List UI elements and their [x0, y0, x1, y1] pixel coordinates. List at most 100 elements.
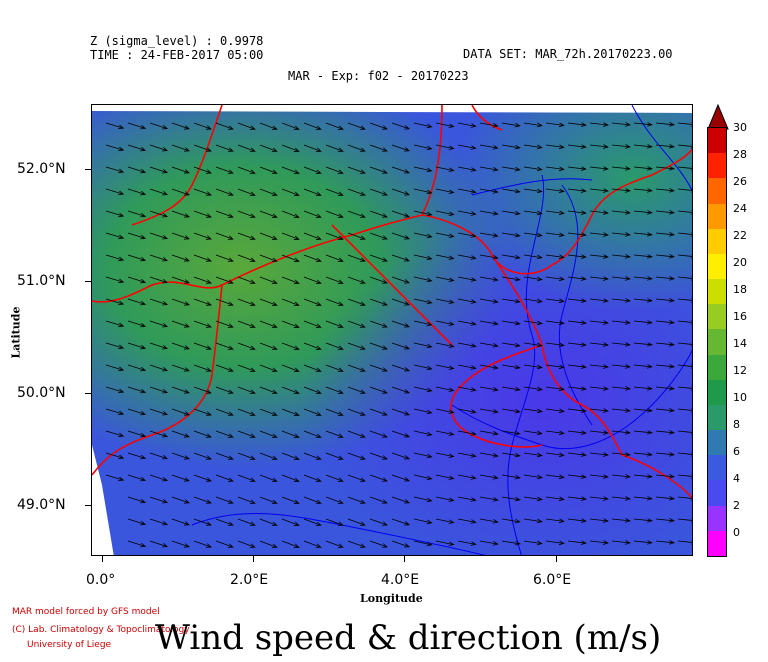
wind-arrow [237, 496, 256, 504]
wind-arrow [523, 254, 543, 260]
wind-arrow [259, 386, 278, 394]
credit-lab: (C) Lab. Climatology & Topoclimatology [12, 625, 190, 635]
wind-arrow [589, 122, 609, 127]
wind-arrow [677, 474, 692, 479]
wind-arrow [457, 276, 477, 282]
wind-arrow [215, 342, 234, 350]
wind-arrow [479, 430, 499, 436]
y-tick-mark [85, 281, 91, 282]
wind-arrow [391, 166, 411, 174]
wind-arrow [369, 188, 388, 196]
colorbar-label: 18 [733, 283, 747, 296]
wind-arrow [567, 540, 587, 545]
wind-arrow [391, 496, 411, 504]
wind-arrow [545, 144, 565, 150]
wind-arrow [237, 298, 256, 306]
wind-arrow [457, 232, 477, 238]
wind-arrow [611, 540, 631, 545]
wind-arrow [501, 474, 521, 480]
wind-arrow [523, 364, 543, 370]
wind-arrow [347, 320, 366, 328]
wind-arrow [303, 518, 322, 526]
colorbar-label: 30 [733, 121, 747, 134]
wind-arrow [215, 496, 234, 504]
wind-arrow [589, 166, 609, 171]
wind-arrow [369, 342, 388, 350]
wind-arrow [479, 496, 499, 502]
wind-arrow [545, 496, 565, 502]
wind-arrow [677, 254, 692, 259]
wind-arrow [479, 408, 499, 414]
wind-arrow [215, 144, 234, 152]
wind-arrow [611, 320, 631, 325]
wind-arrow [567, 430, 587, 435]
colorbar-label: 28 [733, 148, 747, 161]
wind-arrow [303, 474, 322, 482]
wind-arrow [215, 386, 234, 394]
wind-arrow [479, 254, 499, 260]
wind-arrow [589, 474, 609, 479]
wind-arrow [193, 540, 212, 548]
wind-arrow [369, 452, 388, 460]
wind-arrow [435, 540, 455, 546]
colorbar-label: 6 [733, 445, 740, 458]
wind-arrow [457, 408, 477, 414]
wind-arrow [193, 188, 212, 196]
wind-arrow [655, 188, 675, 193]
wind-arrow [677, 166, 692, 171]
colorbar-label: 2 [733, 499, 740, 512]
wind-arrow [479, 166, 499, 172]
wind-arrow [237, 144, 256, 152]
wind-arrow [193, 276, 212, 284]
wind-arrow [523, 408, 543, 414]
wind-arrow [193, 122, 212, 130]
wind-arrow [391, 254, 411, 262]
wind-arrow [413, 342, 433, 349]
wind-arrow [435, 276, 455, 282]
wind-arrow [633, 364, 653, 369]
wind-arrow [127, 298, 147, 306]
wind-arrow [457, 320, 477, 326]
wind-arrow [589, 540, 609, 545]
x-axis-title: Longitude [360, 592, 423, 605]
wind-arrow [611, 298, 631, 303]
wind-arrow [325, 166, 344, 174]
wind-arrow [171, 496, 191, 504]
wind-arrow [149, 386, 169, 394]
wind-arrow [215, 210, 234, 218]
wind-arrow [149, 232, 169, 240]
wind-arrow [127, 540, 147, 548]
wind-arrow [611, 232, 631, 237]
wind-arrow [677, 408, 692, 413]
wind-arrow [633, 210, 653, 215]
wind-arrow [303, 254, 322, 262]
wind-arrow [545, 188, 565, 194]
wind-arrow [325, 342, 344, 350]
colorbar-band [708, 455, 726, 481]
y-tick-52: 52.0°N [17, 161, 66, 177]
wind-arrow [303, 452, 322, 460]
x-tick-mark [253, 556, 254, 562]
wind-arrow [633, 386, 653, 391]
wind-arrow [303, 122, 322, 130]
wind-arrow [105, 276, 125, 284]
wind-arrow [149, 188, 169, 196]
wind-arrow [589, 276, 609, 281]
wind-arrow [237, 386, 256, 394]
wind-arrow [303, 342, 322, 350]
wind-arrow [479, 276, 499, 282]
wind-arrow [457, 298, 477, 304]
colorbar-band [708, 203, 726, 229]
wind-arrow [567, 144, 587, 149]
wind-arrow [325, 276, 344, 284]
wind-arrow [501, 430, 521, 436]
wind-arrow [369, 540, 388, 548]
wind-arrow [545, 254, 565, 260]
wind-arrow [325, 386, 344, 394]
wind-arrow [523, 540, 543, 546]
wind-arrow [149, 210, 169, 218]
sigma-level-label: Z (sigma_level) : 0.9978 [90, 34, 264, 48]
y-tick-mark [85, 169, 91, 170]
wind-arrow [149, 496, 169, 504]
wind-arrow [215, 298, 234, 306]
